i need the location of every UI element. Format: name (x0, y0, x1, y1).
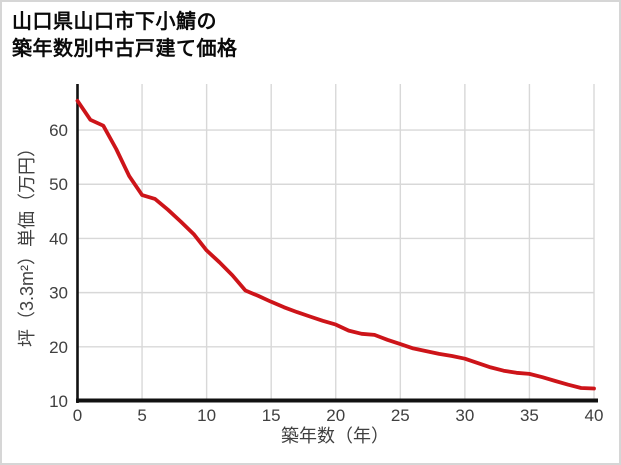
x-tick-label: 35 (520, 406, 539, 425)
x-tick-label: 0 (73, 406, 82, 425)
x-tick-label: 30 (455, 406, 474, 425)
y-tick-label: 30 (49, 284, 68, 303)
x-tick-label: 40 (585, 406, 604, 425)
price-line-series (75, 98, 596, 391)
page-title: 山口県山口市下小鯖の 築年数別中古戸建て価格 (12, 9, 238, 63)
x-tick-label: 20 (326, 406, 345, 425)
x-tick-label: 10 (197, 406, 216, 425)
y-tick-label: 40 (49, 229, 68, 248)
x-axis-title: 築年数（年） (281, 426, 389, 446)
y-tick-label: 10 (49, 392, 68, 411)
x-tick-label: 5 (137, 406, 146, 425)
x-tick-label: 15 (262, 406, 281, 425)
y-tick-label: 20 (49, 338, 68, 357)
y-tick-label: 60 (49, 121, 68, 140)
page-title-line-2: 築年数別中古戸建て価格 (12, 38, 238, 60)
page-title-line-1: 山口県山口市下小鯖の (12, 11, 217, 33)
x-tick-label: 25 (391, 406, 410, 425)
y-axis-title: 坪（3.3m²）単価（万円） (17, 138, 37, 348)
y-tick-label: 50 (49, 175, 68, 194)
